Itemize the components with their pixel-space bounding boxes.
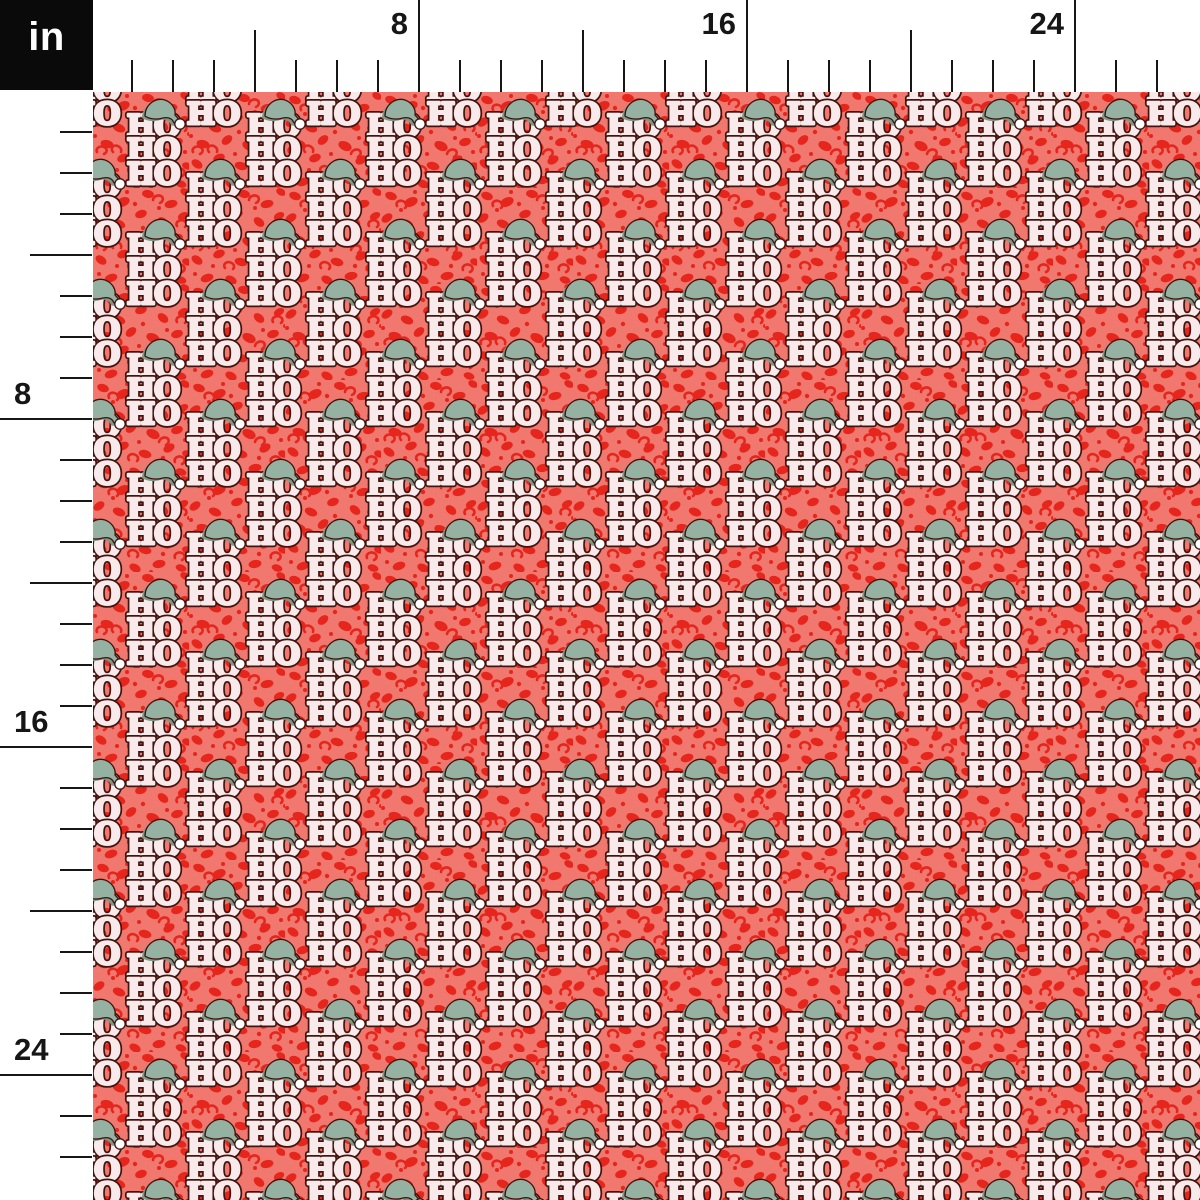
left-ruler-label-8: 8: [14, 376, 32, 411]
top-ruler-label-24: 24: [1029, 6, 1064, 41]
fabric-swatch: HOHOHOHOHOHO: [93, 92, 1200, 1200]
unit-label: in: [28, 14, 65, 59]
unit-badge: in: [0, 0, 93, 90]
left-ruler-label-24: 24: [14, 1032, 49, 1067]
top-ruler: [131, 0, 1158, 92]
left-ruler-label-16: 16: [14, 704, 49, 739]
motif-grid: [93, 92, 1200, 1200]
left-ruler: [0, 131, 92, 1158]
top-ruler-label-16: 16: [701, 6, 736, 41]
top-ruler-label-8: 8: [390, 6, 408, 41]
